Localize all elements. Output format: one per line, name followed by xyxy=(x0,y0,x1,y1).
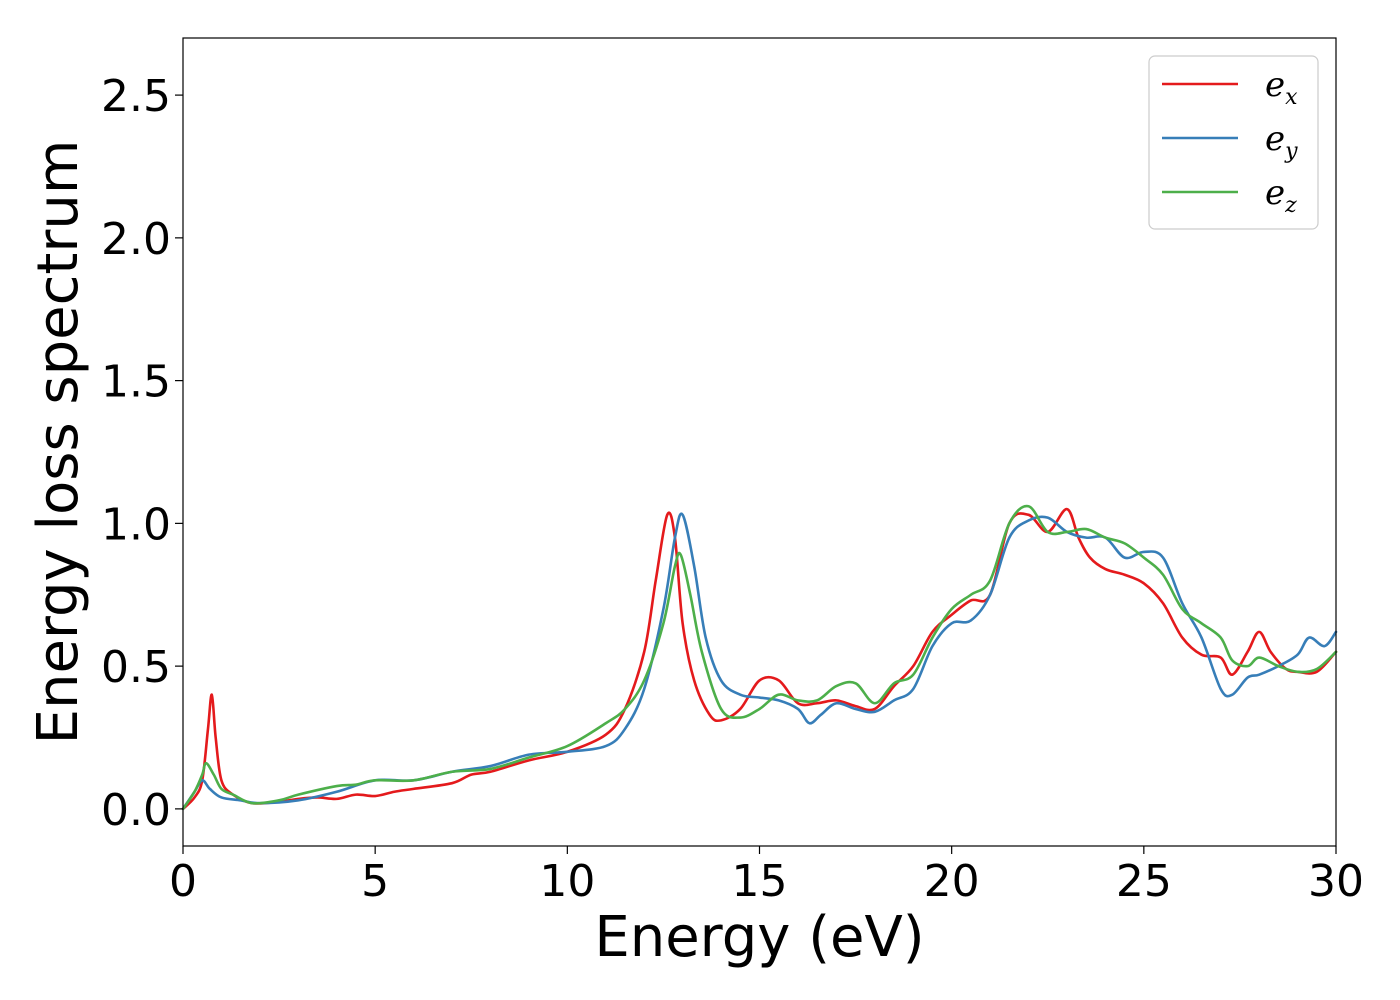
y-tick-label: 2.0 xyxy=(101,214,171,265)
x-tick-label: 10 xyxy=(539,856,595,907)
legend: ex ey ez xyxy=(1148,55,1319,230)
x-tick-label: 20 xyxy=(924,856,980,907)
y-tick-label: 0.5 xyxy=(101,642,171,693)
legend-box xyxy=(1148,55,1319,230)
y-axis: 0.0 0.5 1.0 1.5 2.0 2.5 xyxy=(101,71,183,836)
legend-label-e-y: ey xyxy=(1265,119,1298,164)
legend-label-e-x: ex xyxy=(1265,65,1298,110)
series-layer xyxy=(181,504,1338,811)
y-tick-label: 1.5 xyxy=(101,357,171,408)
legend-label-e-z: ez xyxy=(1265,173,1297,218)
x-axis-title: Energy (eV) xyxy=(594,905,924,970)
x-tick-label: 0 xyxy=(169,856,197,907)
series-line-e-z xyxy=(181,504,1338,811)
x-tick-label: 15 xyxy=(732,856,788,907)
y-tick-label: 2.5 xyxy=(101,71,171,122)
x-tick-label: 30 xyxy=(1308,856,1364,907)
x-axis: 0 5 10 15 20 25 30 xyxy=(169,846,1364,907)
y-tick-label: 1.0 xyxy=(101,499,171,550)
x-tick-label: 5 xyxy=(361,856,389,907)
y-axis-title: Energy loss spectrum xyxy=(26,140,91,745)
y-tick-label: 0.0 xyxy=(101,785,171,836)
x-tick-label: 25 xyxy=(1116,856,1172,907)
